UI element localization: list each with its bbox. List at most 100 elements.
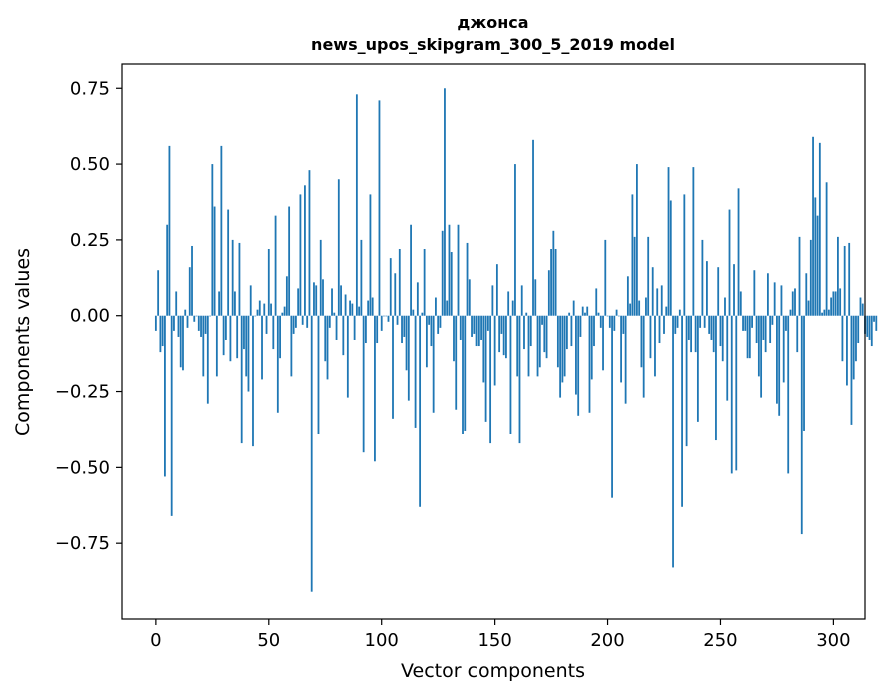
bar xyxy=(342,315,345,356)
bar xyxy=(620,315,622,383)
bar xyxy=(362,315,365,453)
bar xyxy=(552,230,555,316)
bar xyxy=(832,291,835,316)
bar xyxy=(294,315,297,328)
bar xyxy=(861,303,864,316)
bar xyxy=(597,312,600,316)
bar xyxy=(428,315,431,325)
bar xyxy=(328,315,331,328)
bar xyxy=(692,167,695,316)
bar xyxy=(374,315,376,462)
bar xyxy=(561,315,564,383)
bar xyxy=(762,315,765,340)
bar xyxy=(270,303,272,316)
bar xyxy=(188,267,191,316)
bar xyxy=(292,315,295,334)
bar xyxy=(541,315,543,325)
title-block: джонса news_upos_skipgram_300_5_2019 mod… xyxy=(311,13,675,54)
bar xyxy=(703,315,706,328)
bar xyxy=(191,245,193,316)
bar xyxy=(556,315,559,368)
bar xyxy=(353,315,356,340)
bar xyxy=(665,306,668,316)
bar xyxy=(636,164,638,316)
bar xyxy=(304,185,306,316)
bar xyxy=(660,285,663,316)
bar xyxy=(593,315,595,347)
bar xyxy=(335,315,338,340)
bar xyxy=(213,206,216,316)
bar xyxy=(220,145,223,316)
bar xyxy=(500,315,503,334)
bar xyxy=(164,315,166,477)
bar xyxy=(613,315,616,331)
bar xyxy=(527,315,530,377)
bar xyxy=(489,315,492,444)
bar xyxy=(466,242,469,316)
bar xyxy=(735,315,738,471)
bar xyxy=(805,273,808,316)
bar xyxy=(760,315,763,398)
bar xyxy=(663,315,665,334)
bar xyxy=(638,300,641,316)
bar xyxy=(392,315,394,419)
bar xyxy=(182,315,184,371)
bar xyxy=(837,236,839,316)
bar xyxy=(254,315,257,317)
bar xyxy=(263,303,266,316)
bar xyxy=(344,294,347,316)
bar xyxy=(753,270,756,316)
bar xyxy=(586,306,589,316)
bar xyxy=(170,315,173,516)
bar xyxy=(197,315,200,331)
y-axis-label: Components values xyxy=(12,248,34,436)
bar xyxy=(480,315,482,340)
bar xyxy=(340,285,342,316)
y-tick-label: −0.75 xyxy=(55,533,110,554)
bar xyxy=(821,312,823,316)
bar xyxy=(514,164,516,316)
bar xyxy=(846,315,848,386)
bar xyxy=(407,315,410,401)
bar xyxy=(696,315,699,422)
bar xyxy=(202,315,205,377)
bar xyxy=(473,315,476,334)
bar xyxy=(825,182,828,316)
bar xyxy=(290,315,293,377)
bar xyxy=(234,291,236,316)
bar xyxy=(285,276,288,316)
bar xyxy=(157,270,160,316)
bar xyxy=(547,270,550,316)
bar xyxy=(536,315,539,377)
bar xyxy=(243,315,245,350)
bar xyxy=(602,315,604,371)
bar xyxy=(843,245,846,316)
bar xyxy=(161,315,164,347)
bar xyxy=(748,315,751,359)
bar xyxy=(310,315,313,592)
bar xyxy=(455,315,458,410)
bar xyxy=(575,315,577,395)
bar xyxy=(416,282,419,316)
bar xyxy=(850,315,853,425)
bar xyxy=(706,261,708,316)
bar xyxy=(437,315,440,334)
bar xyxy=(331,288,333,316)
bar xyxy=(410,224,412,316)
bar xyxy=(358,306,361,316)
bar xyxy=(534,279,537,316)
bar xyxy=(166,224,169,316)
bar xyxy=(324,315,327,362)
bar xyxy=(457,224,460,316)
bar xyxy=(215,315,218,377)
bar xyxy=(236,315,239,359)
bar xyxy=(746,315,749,359)
bar xyxy=(509,315,512,434)
bar xyxy=(502,315,505,356)
y-tick-label: −0.50 xyxy=(55,457,110,478)
bar xyxy=(459,315,462,340)
y-axis-ticks: −0.75 −0.50 −0.25 0.00 0.25 0.50 0.75 xyxy=(55,78,122,554)
bar xyxy=(563,315,566,377)
y-tick-label: 0.25 xyxy=(70,230,110,251)
